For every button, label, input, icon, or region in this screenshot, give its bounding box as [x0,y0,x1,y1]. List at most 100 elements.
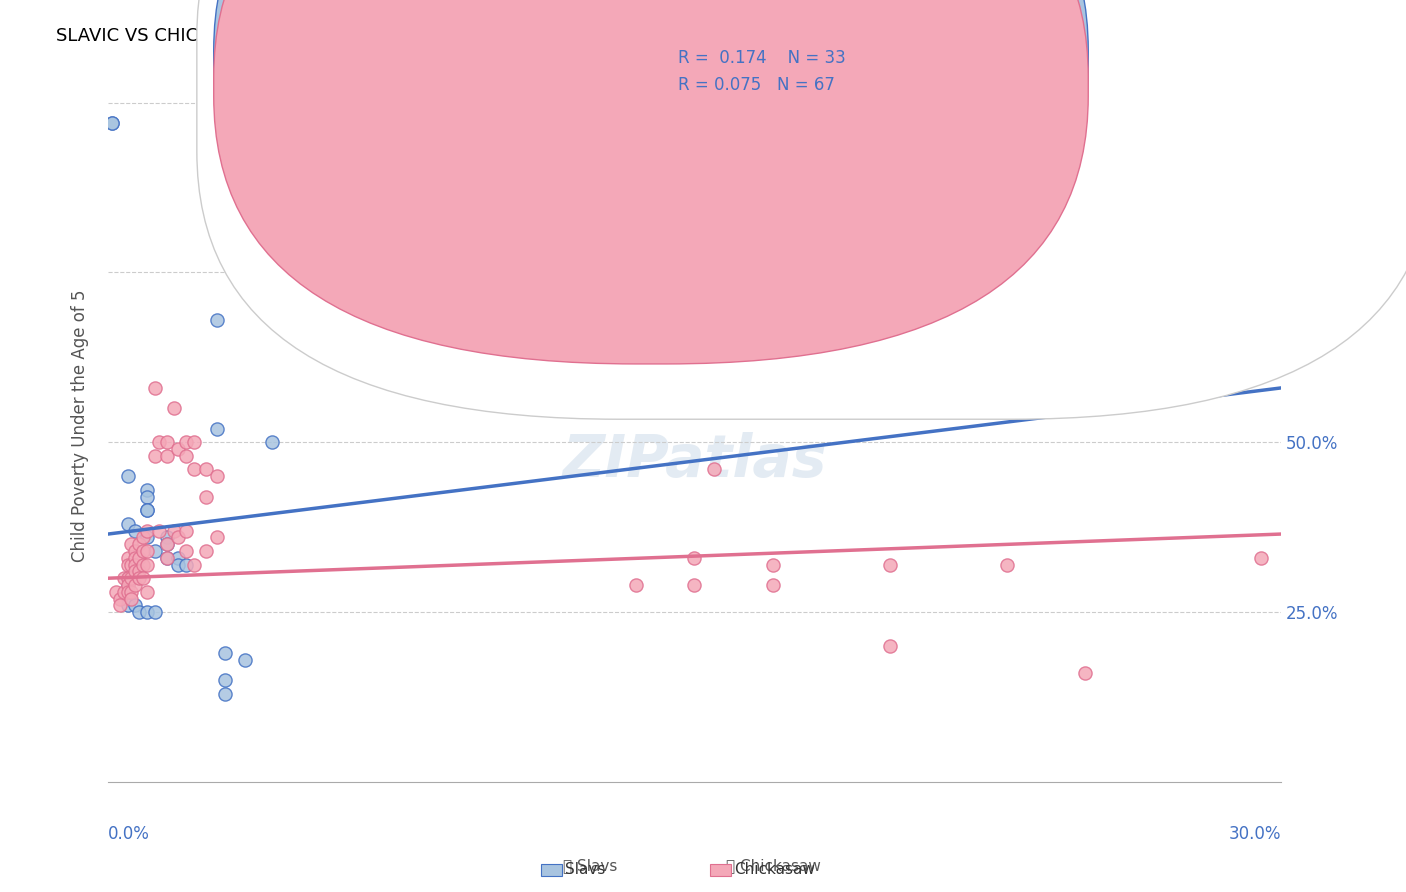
Text: Slavs: Slavs [565,863,606,877]
Text: 0.0%: 0.0% [108,825,150,843]
Point [214,673,236,688]
Point [174,544,197,558]
Point [183,462,205,476]
Point [148,435,170,450]
Point [879,639,901,653]
Text: 30.0%: 30.0% [1229,825,1281,843]
Point [117,599,139,613]
Point [101,116,124,130]
Y-axis label: Child Poverty Under the Age of 5: Child Poverty Under the Age of 5 [72,289,89,562]
Point [156,531,179,545]
Point [117,516,139,531]
Point [101,116,124,130]
Point [214,687,236,701]
Point [194,462,217,476]
Point [128,565,150,579]
Point [995,558,1018,572]
Point [128,605,150,619]
Point [143,449,166,463]
Text: ZIPatlas: ZIPatlas [562,433,827,490]
Point [124,578,146,592]
Point [136,503,159,517]
Point [262,435,284,450]
Point [156,449,179,463]
Point [124,565,146,579]
Point [624,578,647,592]
Point [128,537,150,551]
Point [124,524,146,538]
Point [132,571,155,585]
Point [167,550,190,565]
Point [117,578,139,592]
Point [174,558,197,572]
Text: R = 0.075   N = 67: R = 0.075 N = 67 [678,76,835,94]
Point [148,524,170,538]
Point [117,469,139,483]
Point [136,605,159,619]
Point [132,558,155,572]
Text: R =  0.174    N = 33: R = 0.174 N = 33 [678,49,845,67]
Point [136,544,159,558]
Point [174,524,197,538]
Point [124,599,146,613]
Point [156,537,179,551]
Point [233,272,256,286]
Point [143,605,166,619]
Point [167,531,190,545]
Point [136,531,159,545]
Point [143,544,166,558]
Text: ⬜ Chickasaw: ⬜ Chickasaw [725,858,821,872]
Point [167,558,190,572]
Point [136,558,159,572]
Point [108,591,131,606]
Point [143,381,166,395]
Point [174,435,197,450]
Point [163,401,186,416]
Point [117,571,139,585]
Point [117,584,139,599]
Point [124,558,146,572]
Point [117,558,139,572]
Point [194,544,217,558]
Point [183,558,205,572]
Point [879,558,901,572]
Point [183,435,205,450]
Point [117,578,139,592]
Point [112,571,135,585]
Point [132,544,155,558]
Point [163,524,186,538]
Point [214,646,236,660]
Point [762,558,785,572]
Point [156,550,179,565]
Point [174,449,197,463]
Point [194,490,217,504]
Point [132,531,155,545]
Point [233,653,256,667]
Text: Chickasaw: Chickasaw [734,863,815,877]
Point [124,550,146,565]
Point [167,442,190,456]
Point [117,591,139,606]
Point [136,524,159,538]
Point [1250,550,1272,565]
Point [117,550,139,565]
Point [136,483,159,497]
Point [762,578,785,592]
Point [207,422,229,436]
Point [207,531,229,545]
Point [136,584,159,599]
Text: Source: ZipAtlas.com: Source: ZipAtlas.com [1216,27,1364,41]
Point [207,313,229,327]
Point [120,537,142,551]
Point [683,578,706,592]
Point [112,584,135,599]
Point [120,558,142,572]
Point [156,537,179,551]
Point [156,435,179,450]
Point [104,584,127,599]
Point [703,462,725,476]
Point [156,550,179,565]
Point [683,550,706,565]
Text: ⬜ Slavs: ⬜ Slavs [564,858,617,872]
Point [117,571,139,585]
